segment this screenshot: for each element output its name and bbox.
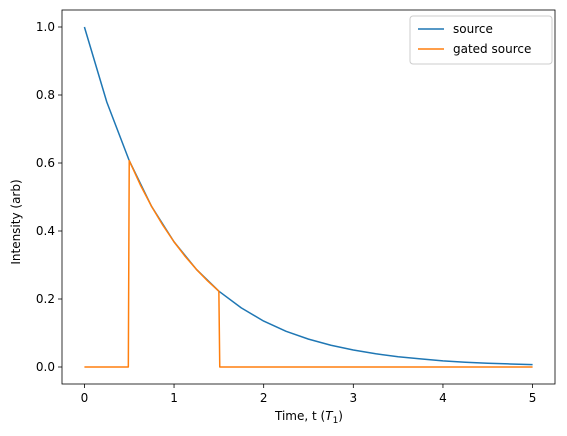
y-tick-label: 0.4 (36, 224, 55, 238)
x-tick-label: 5 (529, 391, 537, 405)
legend-label-source: source (453, 22, 493, 36)
series-line-gated-source (84, 159, 533, 368)
x-axis-label-subscript: 1 (333, 416, 339, 426)
series-line-source (83, 26, 533, 366)
x-tick-label: 0 (81, 391, 89, 405)
axis-ticks: 0 1 2 3 4 5 0.0 0.2 0.4 0.6 0.8 1.0 (36, 20, 537, 405)
x-tick-label: 4 (439, 391, 447, 405)
y-tick-label: 0.6 (36, 156, 55, 170)
y-tick-label: 1.0 (36, 20, 55, 34)
y-tick-label: 0.2 (36, 292, 55, 306)
x-tick-label: 1 (170, 391, 178, 405)
x-tick-label: 2 (260, 391, 268, 405)
x-axis-label-prefix: Time, t ( (274, 409, 325, 423)
x-tick-label: 3 (349, 391, 357, 405)
x-axis-label-symbol: T (325, 409, 334, 423)
x-axis-label-suffix: ) (338, 409, 343, 423)
legend: source gated source (409, 15, 553, 65)
plot-frame (61, 9, 556, 385)
legend-label-gated-source: gated source (453, 42, 531, 56)
y-axis-label: Intensity (arb) (9, 179, 23, 264)
legend-box (409, 15, 553, 65)
plot-lines (83, 26, 533, 368)
y-tick-label: 0.8 (36, 88, 55, 102)
x-axis-label: Time, t (T1) (274, 409, 343, 426)
y-tick-label: 0.0 (36, 360, 55, 374)
